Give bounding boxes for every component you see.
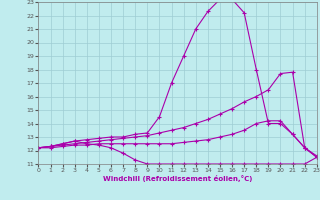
X-axis label: Windchill (Refroidissement éolien,°C): Windchill (Refroidissement éolien,°C) <box>103 175 252 182</box>
